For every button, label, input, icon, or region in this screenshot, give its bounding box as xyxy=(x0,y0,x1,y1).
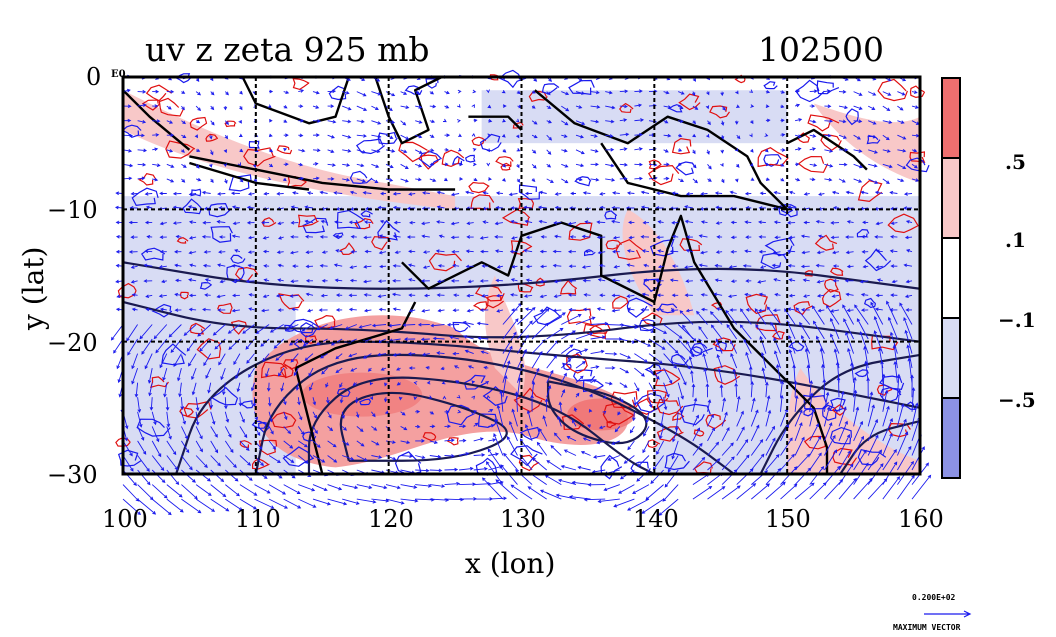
colorbar-label-0: .5 xyxy=(1005,150,1026,174)
plot-frame xyxy=(121,75,922,476)
plot-timestamp: 102500 xyxy=(758,30,884,69)
colorbar-label-3: −.5 xyxy=(998,388,1036,412)
x-axis-label: x (lon) xyxy=(465,547,556,580)
y-tick-minus10: −10 xyxy=(47,196,98,224)
y-axis-label: y (lat) xyxy=(17,246,50,330)
y-tick-minus20: −20 xyxy=(47,329,98,357)
colorbar-label-1: .1 xyxy=(1005,228,1026,252)
x-tick-160: 160 xyxy=(898,505,944,533)
x-tick-100: 100 xyxy=(102,505,148,533)
x-tick-150: 150 xyxy=(765,505,811,533)
colorbar xyxy=(941,77,961,479)
plot-title: uv z zeta 925 mb xyxy=(145,30,430,69)
y-tick-0: 0 xyxy=(86,63,102,91)
vector-key-arrow xyxy=(924,610,972,618)
x-tick-120: 120 xyxy=(368,505,414,533)
vector-key-value: 0.200E+02 xyxy=(912,593,956,602)
x-tick-110: 110 xyxy=(235,505,281,533)
y-tick-minus30: −30 xyxy=(47,461,98,489)
x-tick-130: 130 xyxy=(500,505,546,533)
vector-key-label: MAXIMUM VECTOR xyxy=(893,623,961,632)
x-tick-140: 140 xyxy=(633,505,679,533)
colorbar-label-2: −.1 xyxy=(998,308,1036,332)
corner-label: E0 xyxy=(111,69,126,80)
lat-lon-grid xyxy=(123,77,920,474)
